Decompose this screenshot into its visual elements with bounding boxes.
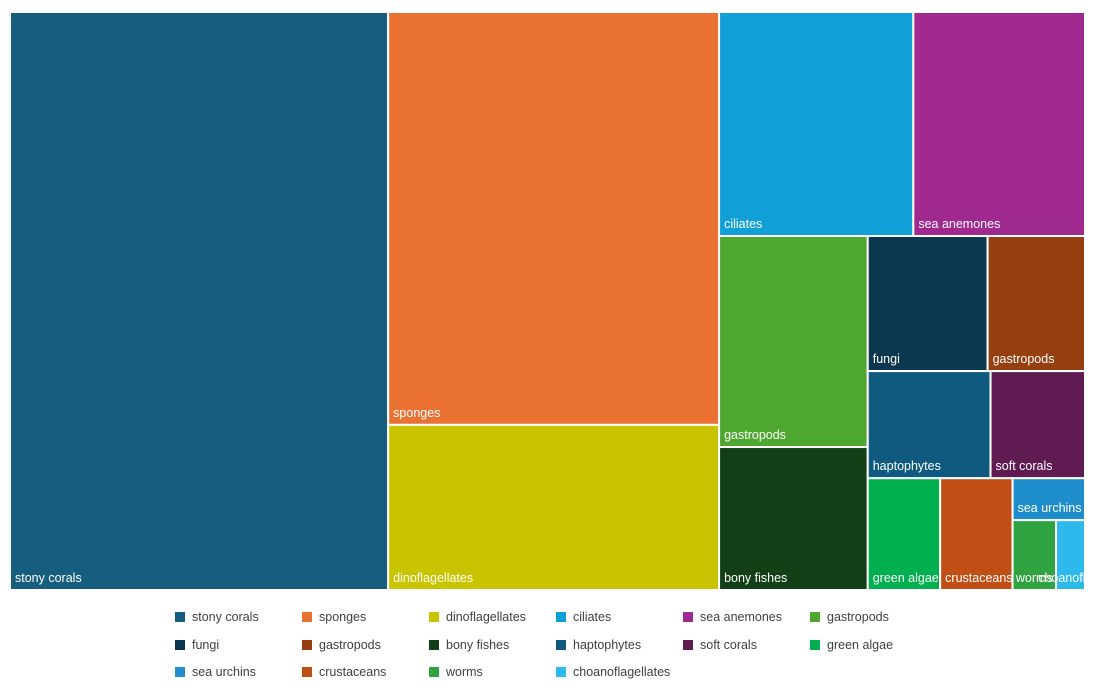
tile-bony-fishes: bony fishes: [718, 446, 869, 591]
legend-item-choanoflagellates: choanoflagellates: [556, 663, 670, 681]
tile-label-worms: worms: [1015, 571, 1053, 585]
tile-rect-gastropods: [986, 235, 1086, 373]
legend-swatch: [556, 667, 566, 677]
tile-stony-corals: stony corals: [9, 11, 390, 591]
tile-label-gastropods: gastropods: [724, 428, 786, 442]
legend-label: crustaceans: [319, 665, 387, 679]
legend-item-dinoflagellates: dinoflagellates: [429, 608, 526, 626]
legend-item-gastropods: gastropods: [810, 608, 889, 626]
tile-rect-soft-corals: [989, 370, 1087, 480]
legend-label: sponges: [319, 610, 367, 624]
legend-swatch: [429, 612, 439, 622]
legend-item-gastropods: gastropods: [302, 636, 381, 654]
legend-label: sea urchins: [192, 665, 256, 679]
tile-rect-sponges: [387, 11, 721, 426]
tile-rect-gastropods: [718, 235, 869, 449]
legend-item-bony-fishes: bony fishes: [429, 636, 509, 654]
tile-label-dinoflagellates: dinoflagellates: [393, 571, 473, 585]
legend-label: sea anemones: [700, 610, 783, 624]
legend-swatch: [810, 612, 820, 622]
tile-gastropods: gastropods: [718, 235, 869, 449]
legend-swatch: [175, 667, 185, 677]
legend-item-stony-corals: stony corals: [175, 608, 259, 626]
tile-rect-sea-anemones: [912, 11, 1086, 238]
tile-haptophytes: haptophytes: [866, 370, 992, 480]
legend-label: gastropods: [319, 637, 381, 652]
treemap-chart: stony corals sponges dinoflagellates ciliat…: [9, 11, 1095, 592]
legend-swatch: [175, 612, 185, 622]
tile-sponges: sponges: [387, 11, 721, 426]
tile-rect-stony-corals: [9, 11, 390, 591]
legend-label: green algae: [827, 637, 894, 652]
tile-worms: worms: [1011, 519, 1058, 592]
tile-rect-ciliates: [718, 11, 915, 238]
tile-sea-anemones: sea anemones: [912, 11, 1086, 238]
legend-item-haptophytes: haptophytes: [556, 636, 641, 654]
tile-soft-corals: soft corals: [989, 370, 1087, 480]
legend-swatch: [302, 667, 312, 677]
tile-label-gastropods: gastropods: [993, 352, 1055, 366]
legend-label: soft corals: [700, 637, 757, 652]
tile-sea-urchins: sea urchins: [1011, 477, 1087, 522]
legend-item-ciliates: ciliates: [556, 608, 611, 626]
tile-label-sponges: sponges: [393, 406, 440, 420]
tile-rect-dinoflagellates: [387, 423, 721, 591]
legend-swatch: [175, 639, 185, 650]
legend-label: fungi: [192, 637, 220, 652]
legend-swatch: [810, 639, 820, 650]
tile-gastropods: gastropods: [986, 235, 1086, 373]
legend-swatch: [683, 639, 693, 650]
legend-swatch: [683, 612, 693, 622]
tile-label-bony-fishes: bony fishes: [724, 571, 787, 585]
legend-item-sponges: sponges: [302, 608, 366, 626]
legend-label: haptophytes: [573, 637, 642, 652]
tile-label-sea-anemones: sea anemones: [918, 217, 1000, 231]
tile-rect-choanoflagellates: [1055, 519, 1087, 592]
tile-label-fungi: fungi: [873, 352, 900, 366]
legend-swatch: [556, 639, 566, 650]
tile-rect-fungi: [866, 235, 989, 373]
legend-swatch: [429, 667, 439, 677]
legend-item-crustaceans: crustaceans: [302, 663, 386, 681]
legend-label: bony fishes: [446, 637, 510, 652]
tile-choanoflagellates: choanofla...: [1038, 519, 1095, 592]
tile-label-soft-corals: soft corals: [996, 459, 1053, 473]
legend-swatch: [302, 639, 312, 650]
tile-rect-worms: [1011, 519, 1058, 592]
legend-label: stony corals: [192, 610, 259, 624]
tile-green-algae: green algae: [866, 477, 942, 592]
legend-label: ciliates: [573, 610, 612, 624]
legend-label: dinoflagellates: [446, 610, 526, 624]
tile-fungi: fungi: [866, 235, 989, 373]
tile-label-choanoflagellates: choanofla...: [1038, 571, 1095, 585]
tile-rect-bony-fishes: [718, 446, 869, 591]
legend-item-soft-corals: soft corals: [683, 636, 757, 654]
legend-label: choanoflagellates: [573, 665, 671, 679]
tile-label-green-algae: green algae: [873, 571, 939, 585]
tile-label-ciliates: ciliates: [724, 217, 762, 231]
legend-item-worms: worms: [429, 663, 483, 681]
tile-rect-green-algae: [866, 477, 942, 592]
legend-item-fungi: fungi: [175, 636, 219, 654]
tile-rect-haptophytes: [866, 370, 992, 480]
tile-crustaceans: crustaceans: [939, 477, 1014, 592]
legend-swatch: [556, 612, 566, 622]
legend-item-green-algae: green algae: [810, 636, 893, 654]
legend-label: worms: [446, 665, 483, 679]
tile-label-sea-urchins: sea urchins: [1018, 501, 1082, 515]
legend-item-sea-anemones: sea anemones: [683, 608, 782, 626]
tile-dinoflagellates: dinoflagellates: [387, 423, 721, 591]
tile-label-haptophytes: haptophytes: [873, 459, 941, 473]
legend-swatch: [302, 612, 312, 622]
tile-ciliates: ciliates: [718, 11, 915, 238]
legend-label: gastropods: [827, 610, 889, 624]
tile-label-crustaceans: crustaceans: [945, 571, 1012, 585]
legend-swatch: [429, 639, 439, 650]
tile-label-stony-corals: stony corals: [15, 571, 82, 585]
legend-item-sea-urchins: sea urchins: [175, 663, 256, 681]
